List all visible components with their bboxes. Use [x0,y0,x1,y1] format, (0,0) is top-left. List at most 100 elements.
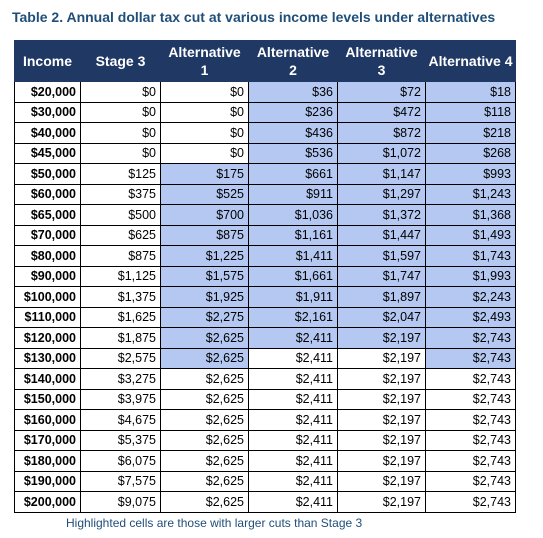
value-cell: $2,411 [248,347,338,369]
value-cell: $2,197 [337,491,426,513]
column-header: Stage 3 [80,40,161,82]
table-row: $160,000 $4,675 $2,625 $2,411 $2,197 $2,743 [14,409,516,431]
column-header: Income [14,40,81,82]
value-cell: $5,375 [80,429,161,451]
value-cell: $0 [80,122,161,144]
value-cell: $2,625 [160,347,249,369]
income-cell: $170,000 [14,429,81,451]
value-cell: $2,743 [425,388,516,410]
value-cell: $1,225 [160,245,249,267]
value-cell: $1,297 [337,183,426,205]
value-cell: $1,368 [425,204,516,226]
income-cell: $140,000 [14,368,81,390]
value-cell: $1,493 [425,224,516,246]
income-cell: $90,000 [14,265,81,287]
value-cell: $1,747 [337,265,426,287]
income-cell: $110,000 [14,306,81,328]
value-cell: $1,447 [337,224,426,246]
value-cell: $1,925 [160,286,249,308]
value-cell: $9,075 [80,491,161,513]
income-cell: $160,000 [14,409,81,431]
value-cell: $2,625 [160,327,249,349]
value-cell: $1,036 [248,204,338,226]
value-cell: $2,743 [425,429,516,451]
value-cell: $2,047 [337,306,426,328]
value-cell: $118 [425,101,516,123]
income-cell: $45,000 [14,142,81,164]
value-cell: $268 [425,142,516,164]
table-title: Table 2. Annual dollar tax cut at variou… [12,9,496,25]
value-cell: $500 [80,204,161,226]
value-cell: $2,411 [248,491,338,513]
value-cell: $72 [337,81,426,103]
value-cell: $993 [425,163,516,185]
value-cell: $436 [248,122,338,144]
value-cell: $2,625 [160,429,249,451]
column-header: Alternative 2 [248,40,338,82]
table-row: $150,000 $3,975 $2,625 $2,411 $2,197 $2,743 [14,388,516,410]
income-cell: $120,000 [14,327,81,349]
value-cell: $2,197 [337,327,426,349]
value-cell: $2,743 [425,347,516,369]
value-cell: $700 [160,204,249,226]
value-cell: $525 [160,183,249,205]
table-row: $140,000 $3,275 $2,625 $2,411 $2,197 $2,743 [14,368,516,390]
value-cell: $2,243 [425,286,516,308]
table-row: $30,000 $0 $0 $236 $472 $118 [14,101,516,123]
income-cell: $70,000 [14,224,81,246]
value-cell: $536 [248,142,338,164]
value-cell: $1,875 [80,327,161,349]
table-row: $110,000 $1,625 $2,275 $2,161 $2,047 $2,493 [14,306,516,328]
table-row: $180,000 $6,075 $2,625 $2,411 $2,197 $2,743 [14,450,516,472]
value-cell: $1,072 [337,142,426,164]
value-cell: $2,625 [160,491,249,513]
table-row: $80,000 $875 $1,225 $1,411 $1,597 $1,743 [14,245,516,267]
value-cell: $7,575 [80,470,161,492]
value-cell: $2,575 [80,347,161,369]
value-cell: $2,411 [248,450,338,472]
value-cell: $1,243 [425,183,516,205]
value-cell: $1,575 [160,265,249,287]
value-cell: $875 [80,245,161,267]
income-cell: $190,000 [14,470,81,492]
table-row: $65,000 $500 $700 $1,036 $1,372 $1,368 [14,204,516,226]
value-cell: $2,197 [337,470,426,492]
table-row: $45,000 $0 $0 $536 $1,072 $268 [14,142,516,164]
value-cell: $236 [248,101,338,123]
value-cell: $2,197 [337,429,426,451]
value-cell: $2,411 [248,388,338,410]
table-row: $20,000 $0 $0 $36 $72 $18 [14,81,516,103]
table-row: $120,000 $1,875 $2,625 $2,411 $2,197 $2,743 [14,327,516,349]
income-cell: $150,000 [14,388,81,410]
table-row: $100,000 $1,375 $1,925 $1,911 $1,897 $2,243 [14,286,516,308]
income-cell: $180,000 [14,450,81,472]
table-row: $90,000 $1,125 $1,575 $1,661 $1,747 $1,993 [14,265,516,287]
value-cell: $1,911 [248,286,338,308]
value-cell: $0 [160,101,249,123]
value-cell: $2,197 [337,450,426,472]
value-cell: $2,411 [248,470,338,492]
income-cell: $65,000 [14,204,81,226]
value-cell: $2,743 [425,450,516,472]
table-row: $190,000 $7,575 $2,625 $2,411 $2,197 $2,743 [14,470,516,492]
value-cell: $1,411 [248,245,338,267]
value-cell: $2,625 [160,388,249,410]
value-cell: $2,743 [425,327,516,349]
value-cell: $2,197 [337,368,426,390]
value-cell: $1,597 [337,245,426,267]
value-cell: $1,625 [80,306,161,328]
value-cell: $472 [337,101,426,123]
table-row: $70,000 $625 $875 $1,161 $1,447 $1,493 [14,224,516,246]
income-cell: $50,000 [14,163,81,185]
value-cell: $6,075 [80,450,161,472]
footnote: Highlighted cells are those with larger … [66,516,363,530]
value-cell: $625 [80,224,161,246]
value-cell: $1,372 [337,204,426,226]
income-cell: $30,000 [14,101,81,123]
value-cell: $2,743 [425,491,516,513]
value-cell: $875 [160,224,249,246]
value-cell: $2,743 [425,368,516,390]
table-row: $200,000 $9,075 $2,625 $2,411 $2,197 $2,743 [14,491,516,513]
value-cell: $2,625 [160,409,249,431]
